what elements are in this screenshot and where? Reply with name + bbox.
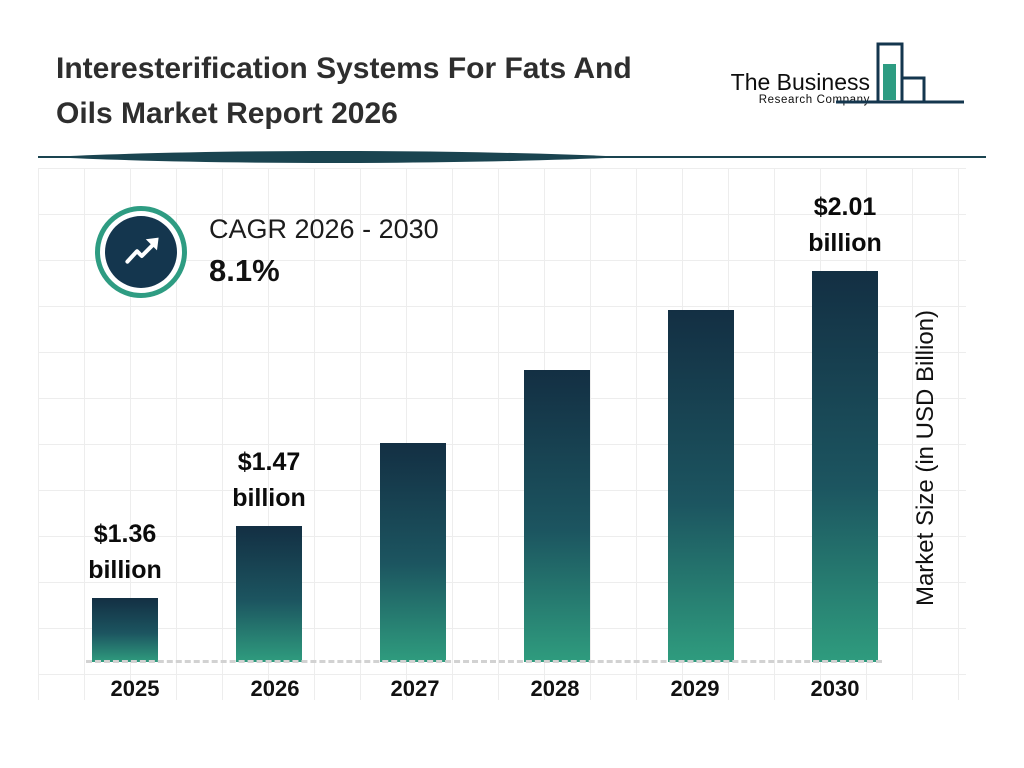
bar-column-2028 — [522, 170, 592, 662]
x-axis-label-2030: 2030 — [810, 676, 860, 701]
growth-arrow-icon — [105, 216, 177, 288]
x-axis-labels: 2025 2026 2027 2028 2029 2030 — [90, 676, 880, 702]
cagr-text: CAGR 2026 - 2030 8.1% — [209, 214, 439, 289]
bar-value-label-2030: $2.01 billion — [808, 193, 882, 257]
bar-chart-logo-icon — [836, 42, 964, 104]
page-title: Interesterification Systems For Fats And… — [56, 46, 716, 136]
bar-2029 — [668, 310, 734, 662]
divider — [38, 151, 986, 163]
bar-2027 — [380, 443, 446, 662]
x-axis-label-2027: 2027 — [390, 676, 440, 701]
x-axis-baseline — [86, 660, 882, 663]
page-title-line1: Interesterification Systems For Fats And — [56, 52, 632, 85]
bar-2025 — [92, 598, 158, 662]
bar-column-2030: $2.01 billion — [808, 170, 882, 662]
company-logo: The Business Research Company — [731, 40, 966, 120]
bar-value-label-2026: $1.47 billion — [232, 448, 306, 512]
x-axis-label-2028: 2028 — [530, 676, 580, 701]
x-axis-label-2029: 2029 — [670, 676, 720, 701]
x-axis-label-2026: 2026 — [250, 676, 300, 701]
bar-column-2025: $1.36 billion — [88, 170, 162, 662]
page-title-line2: Oils Market Report 2026 — [56, 97, 398, 130]
cagr-value: 8.1% — [209, 253, 280, 288]
bar-2030 — [812, 271, 878, 662]
bar-column-2027 — [378, 170, 448, 662]
x-axis-label-2025: 2025 — [110, 676, 160, 701]
cagr-badge: CAGR 2026 - 2030 8.1% — [95, 206, 439, 298]
company-name: The Business — [730, 69, 870, 95]
bar-column-2029 — [666, 170, 736, 662]
cagr-label: CAGR 2026 - 2030 — [209, 214, 439, 244]
bar-2028 — [524, 370, 590, 662]
bar-column-2026: $1.47 billion — [232, 170, 306, 662]
bar-value-label-2025: $1.36 billion — [88, 520, 162, 584]
bar-chart: $1.36 billion $1.47 billion $2.01 billion — [88, 170, 882, 662]
y-axis-label: Market Size (in USD Billion) — [912, 309, 939, 607]
cagr-ring — [95, 206, 187, 298]
grid-background — [38, 168, 966, 700]
bar-2026 — [236, 526, 302, 662]
